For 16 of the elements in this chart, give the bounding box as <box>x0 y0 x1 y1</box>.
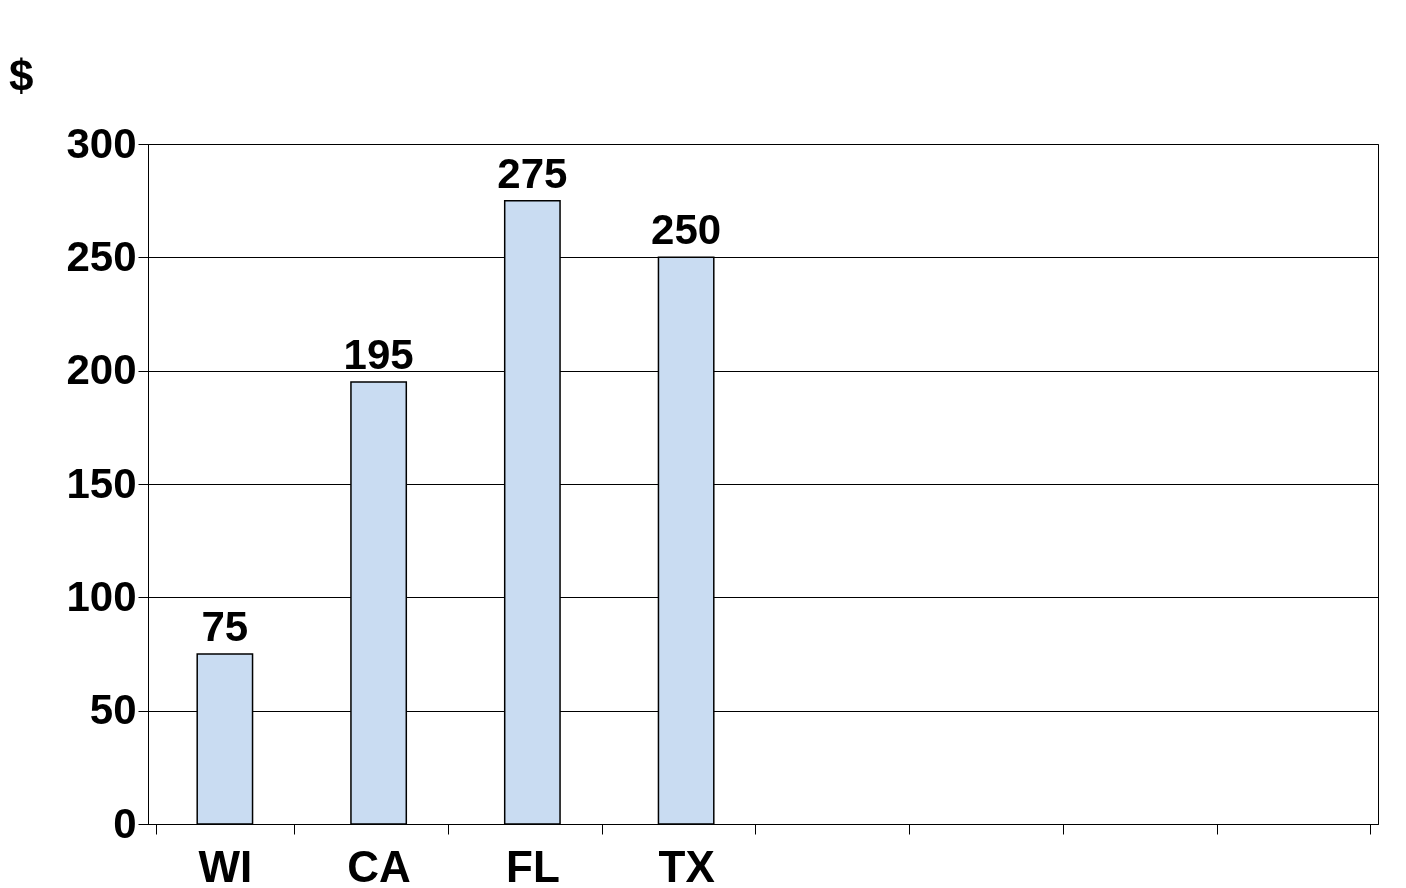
x-tick-label: WI <box>198 841 253 888</box>
x-tick-label: CA <box>347 841 411 888</box>
x-tick-label: FL <box>505 841 560 888</box>
y-tick-label: 200 <box>66 346 137 394</box>
y-tick-label: 100 <box>66 572 137 620</box>
data-label: 250 <box>651 206 722 254</box>
y-tick-label: 150 <box>66 459 137 507</box>
y-tick-label: 50 <box>89 686 137 734</box>
data-label: 75 <box>201 603 249 650</box>
data-label: 275 <box>497 149 568 197</box>
y-tick-label: 250 <box>66 232 137 280</box>
x-tick-label: TX <box>658 841 715 888</box>
y-tick-label: 0 <box>113 799 137 847</box>
data-label: 195 <box>343 331 414 378</box>
y-axis-title: $ <box>9 50 34 100</box>
y-tick-label: 300 <box>66 119 137 167</box>
